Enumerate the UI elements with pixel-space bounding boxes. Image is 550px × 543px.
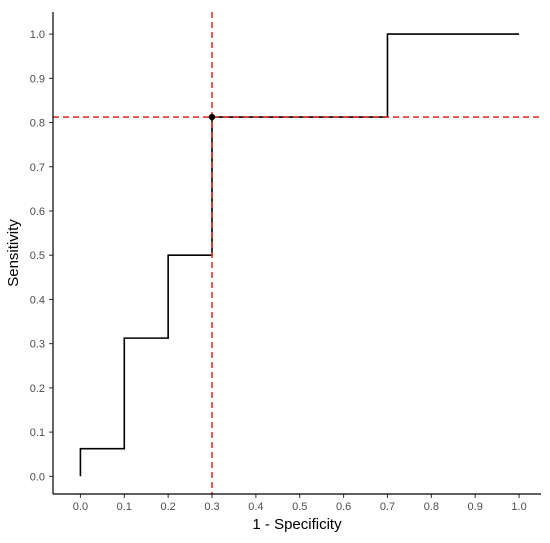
y-tick-label: 0.3 [30,339,45,351]
x-tick-label: 0.7 [380,501,395,513]
y-axis-ticks: 0.0 0.1 0.2 0.3 0.4 0.5 0.6 0.7 0.8 0.9 1.0 [30,29,53,483]
x-tick-label: 0.8 [424,501,439,513]
y-tick-label: 0.1 [30,427,45,439]
y-tick-label: 0.7 [30,162,45,174]
roc-curve-line [79,33,520,477]
y-tick-label: 0.9 [30,73,45,85]
y-tick-label: 0.5 [30,250,45,262]
plot-area [53,12,541,494]
optimal-cutoff-point [208,113,216,121]
y-tick-label: 0.8 [30,118,45,130]
y-tick-label: 0.0 [30,471,45,483]
x-tick-label: 0.1 [117,501,132,513]
x-tick-label: 0.0 [73,501,88,513]
x-tick-label: 0.6 [336,501,351,513]
x-tick-label: 0.4 [248,501,263,513]
x-axis-ticks: 0.0 0.1 0.2 0.3 0.4 0.5 0.6 0.7 0.8 0.9 1.0 [73,494,527,513]
x-tick-label: 0.3 [204,501,219,513]
y-tick-label: 0.6 [30,206,45,218]
x-axis-title: 1 - Specificity [252,516,342,533]
y-axis-title: Sensitivity [5,219,22,287]
x-tick-label: 0.5 [292,501,307,513]
y-tick-label: 0.4 [30,294,45,306]
x-tick-label: 1.0 [511,501,526,513]
y-tick-label: 1.0 [30,29,45,41]
x-tick-label: 0.2 [160,501,175,513]
x-tick-label: 0.9 [468,501,483,513]
y-tick-label: 0.2 [30,383,45,395]
